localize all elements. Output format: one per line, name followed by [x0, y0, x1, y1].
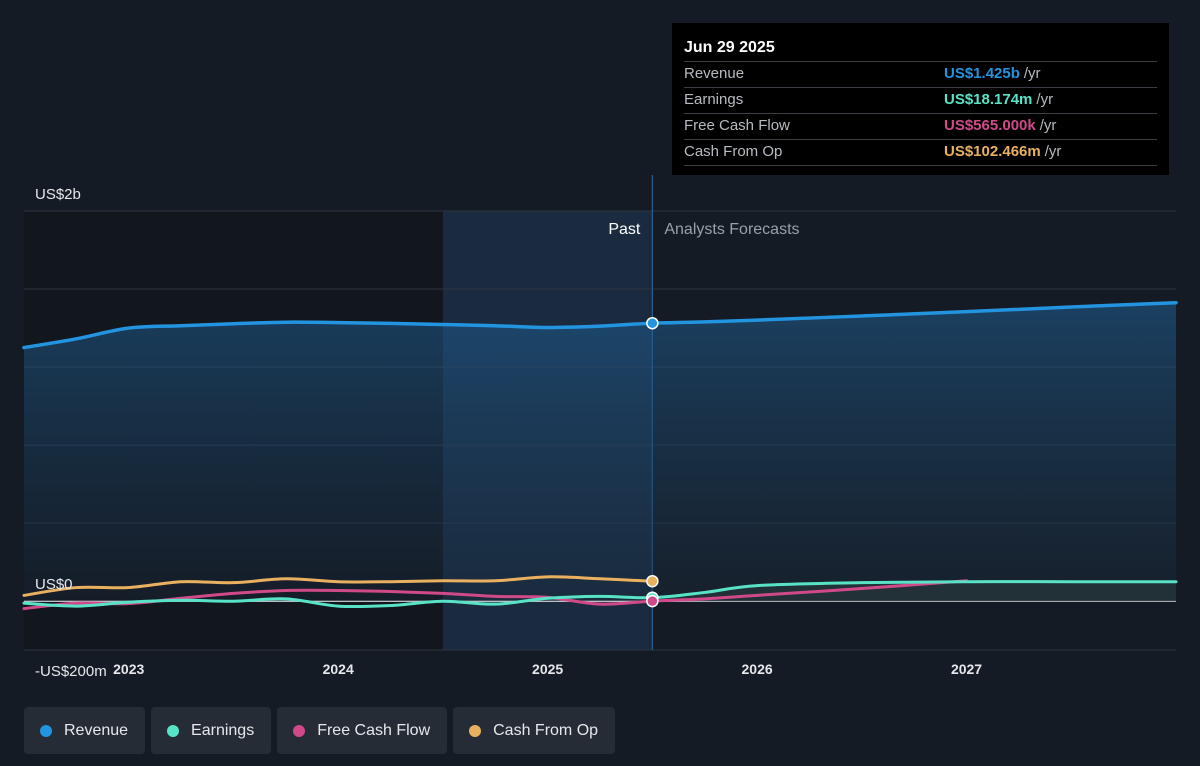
legend-label: Earnings	[191, 721, 255, 739]
tooltip-label: Revenue	[684, 65, 745, 82]
series-line-cash-from-op	[22, 575, 654, 597]
legend-dot-icon	[40, 724, 52, 737]
tooltip-label: Free Cash Flow	[684, 117, 790, 134]
revenue-area	[24, 302, 1176, 602]
y-tick-label: -US$200m	[35, 663, 107, 680]
tooltip-label: Earnings	[684, 91, 744, 108]
tooltip-value: US$565.000k	[944, 117, 1036, 134]
tooltip-row-free-cash-flow: Free Cash Flow US$565.000k /yr	[684, 113, 1157, 139]
forecast-label: Analysts Forecasts	[664, 221, 799, 238]
x-tick-label: 2023	[113, 661, 144, 677]
legend-dot-icon	[293, 724, 306, 737]
marker-revenue	[646, 316, 659, 330]
tooltip-unit: /yr	[1039, 117, 1057, 134]
tooltip-unit: /yr	[1044, 143, 1062, 160]
tooltip-label: Cash From Op	[684, 143, 783, 160]
y-tick-label: US$2b	[35, 186, 81, 203]
series-line-earnings	[22, 580, 1178, 609]
legend-dot-icon	[167, 724, 180, 737]
x-tick-label: 2024	[323, 661, 354, 677]
marker-free-cash-flow	[646, 594, 659, 608]
legend-item-earnings[interactable]: Earnings	[151, 707, 272, 754]
earnings-area	[652, 581, 1176, 602]
legend-item-free-cash-flow[interactable]: Free Cash Flow	[277, 707, 448, 754]
past-label: Past	[608, 221, 641, 238]
series-line-revenue	[22, 300, 1178, 350]
y-tick-label: US$0	[35, 576, 73, 593]
legend-item-revenue[interactable]: Revenue	[24, 707, 146, 754]
x-tick-label: 2027	[951, 661, 982, 677]
tooltip-value: US$1.425b	[944, 65, 1020, 82]
x-tick-label: 2025	[532, 661, 563, 677]
legend-dot-icon	[469, 724, 482, 737]
legend-item-cash-from-op[interactable]: Cash From Op	[453, 707, 616, 754]
tooltip-row-revenue: Revenue US$1.425b /yr	[684, 61, 1157, 87]
x-tick-label: 2026	[742, 661, 773, 677]
marker-cash-from-op	[646, 574, 659, 588]
tooltip-date: Jun 29 2025	[684, 39, 775, 56]
tooltip-unit: /yr	[1023, 65, 1041, 82]
legend-label: Revenue	[64, 721, 129, 739]
legend-label: Free Cash Flow	[317, 721, 431, 739]
hover-tooltip: Jun 29 2025 Revenue US$1.425b /yr Earnin…	[672, 23, 1169, 175]
tooltip-row-earnings: Earnings US$18.174m /yr	[684, 87, 1157, 113]
chart-legend: Revenue Earnings Free Cash Flow Cash Fro…	[24, 707, 616, 754]
tooltip-value: US$102.466m	[944, 143, 1041, 160]
earnings-revenue-chart: US$2b US$0 -US$200m 2023 2024 2025 2026 2027 Pas…	[22, 175, 1178, 680]
tooltip-row-cash-from-op: Cash From Op US$102.466m /yr	[684, 139, 1157, 166]
tooltip-unit: /yr	[1036, 91, 1054, 108]
legend-label: Cash From Op	[493, 721, 599, 739]
tooltip-value: US$18.174m	[944, 91, 1033, 108]
